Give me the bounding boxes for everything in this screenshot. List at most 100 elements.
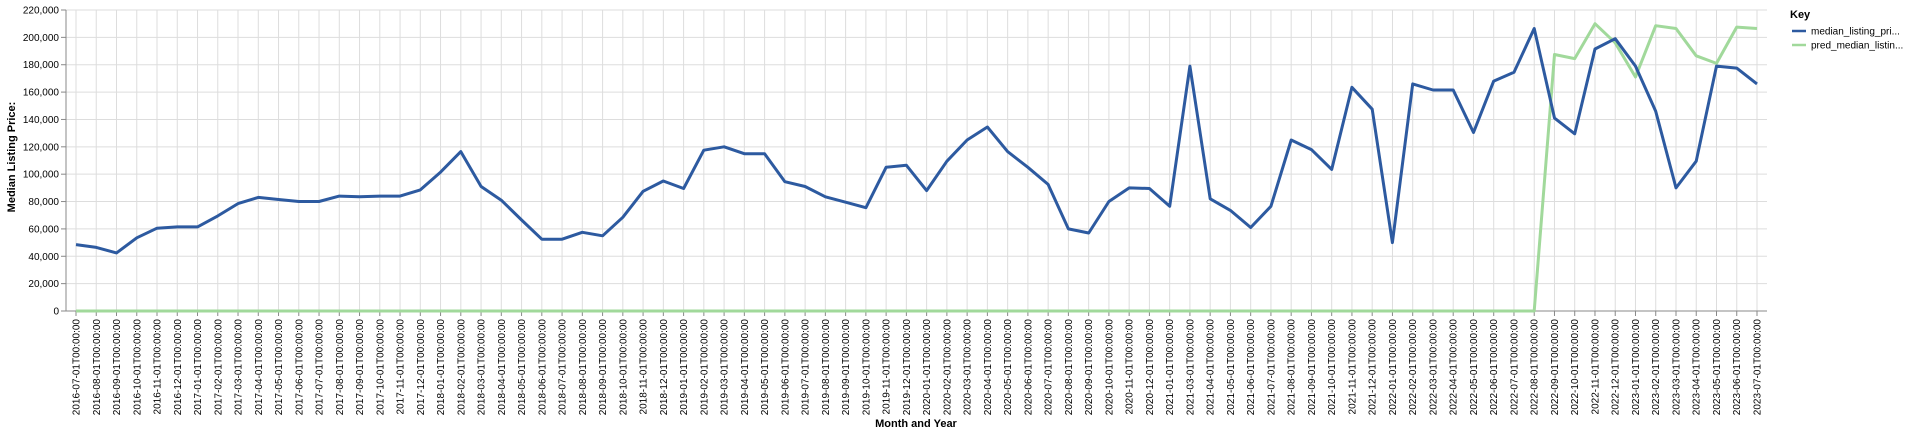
x-tick-label: 2022-09-01T00:00:00: [1550, 319, 1561, 416]
x-tick-label: 2021-06-01T00:00:00: [1246, 319, 1257, 416]
x-tick-label: 2018-11-01T00:00:00: [639, 319, 650, 415]
x-tick-label: 2017-09-01T00:00:00: [355, 319, 366, 416]
x-tick-label: 2016-09-01T00:00:00: [112, 319, 123, 416]
y-tick-label: 160,000: [23, 88, 60, 99]
legend-title: Key: [1790, 9, 1811, 21]
x-tick-label: 2020-07-01T00:00:00: [1044, 319, 1055, 416]
x-tick-label: 2018-02-01T00:00:00: [456, 319, 467, 416]
x-tick-label: 2017-11-01T00:00:00: [396, 319, 407, 415]
x-tick-label: 2021-12-01T00:00:00: [1368, 319, 1379, 416]
y-axis: 0 20,000 40,000 60,000 80,000 100,000 120,000 1…: [23, 6, 67, 318]
x-tick-label: 2016-11-01T00:00:00: [153, 319, 164, 415]
x-tick-label: 2018-04-01T00:00:00: [497, 319, 508, 416]
x-tick-label: 2023-05-01T00:00:00: [1712, 319, 1723, 416]
x-tick-label: 2017-05-01T00:00:00: [274, 319, 285, 416]
x-tick-label: 2020-10-01T00:00:00: [1104, 319, 1115, 416]
x-tick-label: 2017-10-01T00:00:00: [375, 319, 386, 416]
x-tick-label: 2017-12-01T00:00:00: [416, 319, 427, 416]
x-tick-label: 2018-09-01T00:00:00: [598, 319, 609, 416]
x-tick-label: 2022-06-01T00:00:00: [1489, 319, 1500, 416]
x-tick-label: 2019-01-01T00:00:00: [679, 319, 690, 416]
x-tick-label: 2021-08-01T00:00:00: [1287, 319, 1298, 416]
x-tick-label: 2018-12-01T00:00:00: [659, 319, 670, 416]
x-tick-label: 2023-02-01T00:00:00: [1651, 319, 1662, 416]
x-tick-label: 2021-05-01T00:00:00: [1226, 319, 1237, 416]
x-tick-label: 2020-08-01T00:00:00: [1064, 319, 1075, 416]
x-tick-label: 2021-01-01T00:00:00: [1165, 319, 1176, 416]
x-tick-label: 2016-08-01T00:00:00: [92, 319, 103, 416]
x-tick-label: 2020-01-01T00:00:00: [922, 319, 933, 416]
x-tick-label: 2023-06-01T00:00:00: [1732, 319, 1743, 416]
x-tick-label: 2020-03-01T00:00:00: [963, 319, 974, 416]
y-tick-label: 60,000: [28, 224, 59, 235]
x-tick-label: 2018-06-01T00:00:00: [537, 319, 548, 416]
x-tick-label: 2016-10-01T00:00:00: [132, 319, 143, 416]
x-tick-label: 2020-05-01T00:00:00: [1003, 319, 1014, 416]
x-tick-label: 2021-03-01T00:00:00: [1185, 319, 1196, 416]
y-tick-label: 20,000: [28, 279, 59, 290]
x-tick-label: 2020-11-01T00:00:00: [1125, 319, 1136, 415]
x-axis-title: Month and Year: [875, 418, 957, 430]
x-tick-label: 2016-12-01T00:00:00: [173, 319, 184, 416]
x-tick-label: 2022-01-01T00:00:00: [1388, 319, 1399, 416]
x-tick-label: 2022-07-01T00:00:00: [1509, 319, 1520, 416]
legend-label: pred_median_listin...: [1811, 41, 1903, 52]
y-tick-label: 220,000: [23, 6, 60, 17]
x-tick-label: 2019-11-01T00:00:00: [882, 319, 893, 415]
x-tick-label: 2023-04-01T00:00:00: [1692, 319, 1703, 416]
series-line: [76, 22, 1758, 313]
x-tick-label: 2018-08-01T00:00:00: [578, 319, 589, 416]
legend: Key median_listing_pri... pred_median_lis…: [1790, 9, 1903, 52]
x-tick-label: 2022-08-01T00:00:00: [1530, 319, 1541, 416]
x-tick-label: 2020-12-01T00:00:00: [1145, 319, 1156, 416]
y-tick-label: 80,000: [28, 197, 59, 208]
x-tick-label: 2023-01-01T00:00:00: [1631, 319, 1642, 416]
x-tick-label: 2019-12-01T00:00:00: [902, 319, 913, 416]
x-tick-label: 2019-03-01T00:00:00: [720, 319, 731, 416]
x-tick-label: 2023-07-01T00:00:00: [1753, 319, 1764, 416]
x-tick-label: 2019-10-01T00:00:00: [861, 319, 872, 416]
x-tick-label: 2022-03-01T00:00:00: [1428, 319, 1439, 416]
x-tick-label: 2022-12-01T00:00:00: [1611, 319, 1622, 416]
y-tick-label: 120,000: [23, 142, 60, 153]
x-tick-label: 2019-08-01T00:00:00: [821, 319, 832, 416]
x-tick-label: 2018-07-01T00:00:00: [558, 319, 569, 416]
x-tick-label: 2017-07-01T00:00:00: [315, 319, 326, 416]
x-tick-label: 2019-02-01T00:00:00: [699, 319, 710, 416]
x-tick-label: 2023-03-01T00:00:00: [1671, 319, 1682, 416]
x-tick-label: 2018-05-01T00:00:00: [517, 319, 528, 416]
x-tick-label: 2019-09-01T00:00:00: [841, 319, 852, 416]
x-tick-label: 2018-10-01T00:00:00: [618, 319, 629, 416]
x-tick-label: 2017-02-01T00:00:00: [213, 319, 224, 416]
x-tick-label: 2022-11-01T00:00:00: [1590, 319, 1601, 415]
grid-lines: [66, 9, 1767, 312]
x-tick-label: 2017-06-01T00:00:00: [294, 319, 305, 416]
x-tick-label: 2021-09-01T00:00:00: [1307, 319, 1318, 416]
x-tick-label: 2021-07-01T00:00:00: [1266, 319, 1277, 416]
x-tick-label: 2020-04-01T00:00:00: [983, 319, 994, 416]
x-tick-label: 2019-04-01T00:00:00: [740, 319, 751, 416]
y-tick-label: 0: [53, 307, 59, 318]
x-tick-label: 2020-06-01T00:00:00: [1023, 319, 1034, 416]
x-tick-label: 2018-03-01T00:00:00: [477, 319, 488, 416]
x-tick-label: 2018-01-01T00:00:00: [436, 319, 447, 416]
legend-label: median_listing_pri...: [1811, 27, 1900, 38]
y-axis-title: Median Listing Price:: [6, 102, 18, 213]
y-tick-label: 100,000: [23, 170, 60, 181]
y-tick-label: 180,000: [23, 60, 60, 71]
series-lines: [75, 22, 1758, 313]
x-tick-label: 2022-04-01T00:00:00: [1449, 319, 1460, 416]
x-tick-label: 2017-03-01T00:00:00: [234, 319, 245, 416]
y-tick-label: 140,000: [23, 115, 60, 126]
x-tick-label: 2017-01-01T00:00:00: [193, 319, 204, 416]
x-tick-label: 2017-04-01T00:00:00: [254, 319, 265, 416]
x-tick-label: 2019-05-01T00:00:00: [760, 319, 771, 416]
x-tick-label: 2022-05-01T00:00:00: [1469, 319, 1480, 416]
x-axis: 2016-07-01T00:00:00 2016-08-01T00:00:00 20…: [66, 310, 1767, 416]
y-tick-label: 200,000: [23, 33, 60, 44]
x-tick-label: 2019-07-01T00:00:00: [801, 319, 812, 416]
series-line: [75, 27, 1758, 255]
x-tick-label: 2020-09-01T00:00:00: [1084, 319, 1095, 416]
x-tick-label: 2022-02-01T00:00:00: [1408, 319, 1419, 416]
